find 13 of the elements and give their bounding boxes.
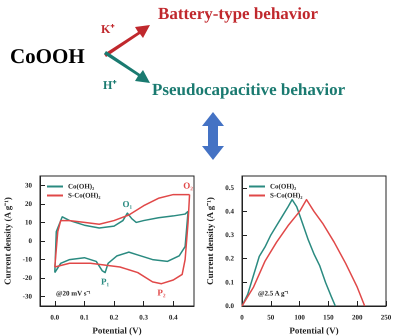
annotation: P₁ [101,276,110,287]
annotation: O₂ [183,180,194,191]
y-axis-title: Current density (A g⁻¹) [204,197,215,285]
text: Pseudocapacitive behavior [152,80,346,100]
text: CoOOH [10,44,85,69]
text: K⁺ [101,21,114,37]
y-axis-title: Current density (A g⁻¹) [2,197,12,285]
annotation: O₁ [122,199,133,210]
x-axis-title: Potential (V) [289,325,339,336]
text: H⁺ [103,77,116,93]
annotation: P₂ [157,288,166,298]
x-axis-title: Potential (V) [92,325,142,336]
text: Battery-type behavior [158,4,318,24]
